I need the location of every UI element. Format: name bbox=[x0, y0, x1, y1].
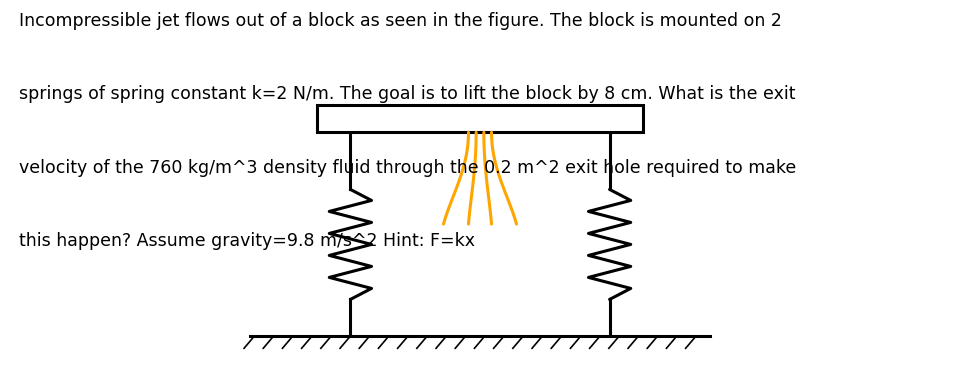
Text: velocity of the 760 kg/m^3 density fluid through the 0.2 m^2 exit hole required : velocity of the 760 kg/m^3 density fluid… bbox=[19, 159, 797, 177]
Text: Incompressible jet flows out of a block as seen in the figure. The block is moun: Incompressible jet flows out of a block … bbox=[19, 12, 782, 30]
Text: springs of spring constant k=2 N/m. The goal is to lift the block by 8 cm. What : springs of spring constant k=2 N/m. The … bbox=[19, 85, 796, 103]
Text: this happen? Assume gravity=9.8 m/s^2 Hint: F=kx: this happen? Assume gravity=9.8 m/s^2 Hi… bbox=[19, 232, 475, 250]
Bar bbox=[317, 105, 643, 132]
